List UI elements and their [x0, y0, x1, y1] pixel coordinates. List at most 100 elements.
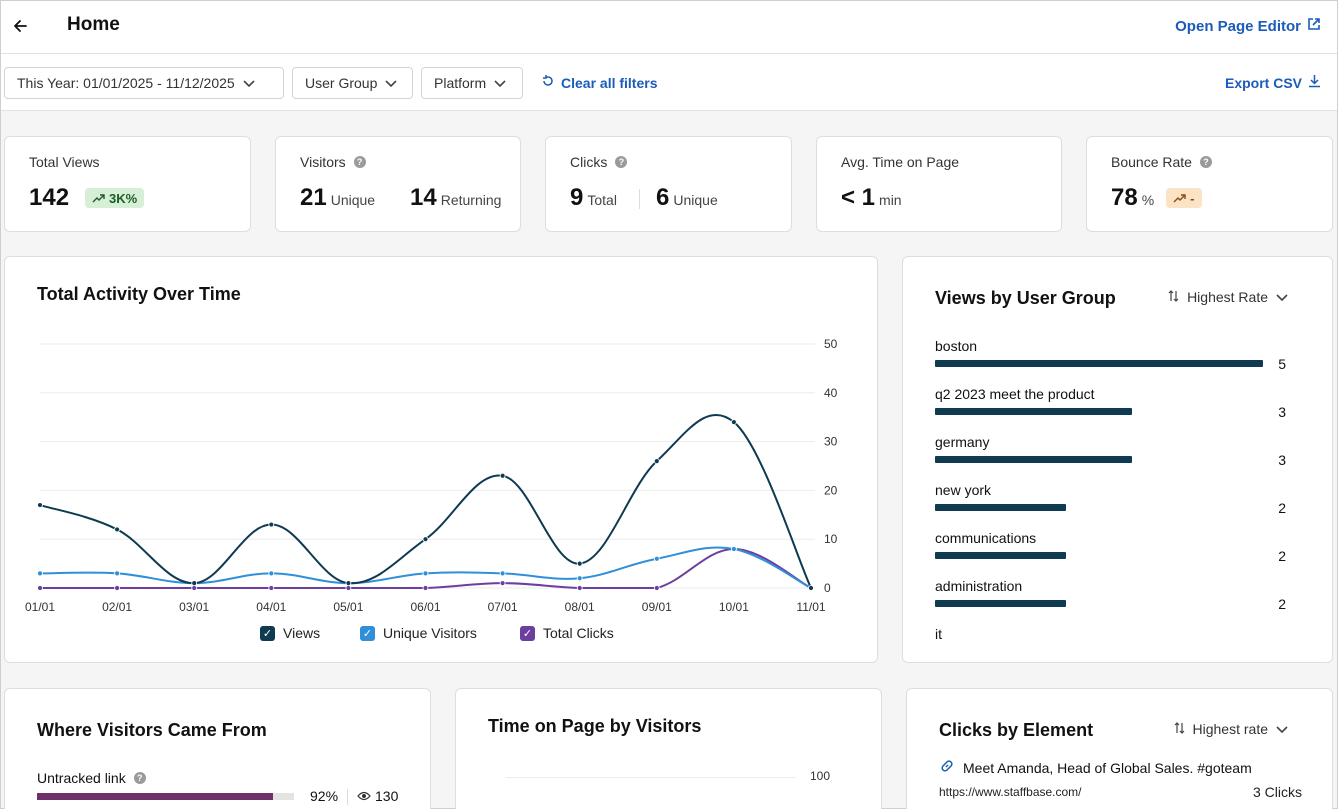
series-line-total-clicks [40, 547, 812, 589]
chevron-down-icon [385, 75, 397, 91]
kpi-avg-time: Avg. Time on Page < 1 min [816, 136, 1062, 232]
checkbox-icon: ✓ [360, 625, 375, 641]
data-point [422, 570, 429, 577]
series-line-views [39, 414, 812, 589]
checkbox-icon: ✓ [260, 625, 275, 641]
kpi-bounce-rate: Bounce Rate ? 78 % - [1086, 136, 1333, 232]
axis-tick-label: 100 [810, 769, 831, 783]
data-point [499, 472, 506, 479]
clear-all-filters-label: Clear all filters [561, 74, 658, 91]
user-group-filter-label: User Group [305, 75, 378, 91]
user-group-label: q2 2023 meet the product [935, 386, 1095, 402]
date-range-filter[interactable]: This Year: 01/01/2025 - 11/12/2025 [4, 67, 284, 99]
data-point [191, 580, 198, 587]
user-group-label: germany [935, 434, 990, 450]
sort-label: Highest rate [1192, 721, 1268, 737]
y-tick-label: 20 [824, 483, 838, 497]
unique-visitors-value: 21 [300, 184, 327, 211]
clicks-by-element-title: Clicks by Element [939, 720, 1094, 740]
x-tick-label: 01/01 [25, 600, 55, 614]
data-point [576, 560, 583, 567]
divider [639, 189, 640, 209]
clicks-label: Clicks [570, 154, 608, 170]
data-point [268, 521, 275, 528]
returning-visitors-unit: Returning [440, 192, 502, 208]
user-group-bar [935, 552, 1066, 559]
back-arrow-icon[interactable] [11, 15, 31, 37]
x-tick-label: 10/01 [719, 600, 749, 614]
chevron-down-icon [243, 75, 255, 91]
user-group-label: administration [935, 578, 1023, 594]
data-point [114, 570, 120, 577]
chevron-down-icon [1276, 289, 1288, 305]
legend-total-clicks[interactable]: ✓ Total Clicks [520, 625, 614, 641]
data-point [653, 585, 660, 591]
data-point [422, 585, 429, 591]
user-group-value: 2 [1278, 548, 1286, 564]
clicks-sort-dropdown[interactable]: Highest rate [1174, 721, 1288, 737]
kpi-label: Visitors ? [300, 154, 366, 170]
clicked-element-row[interactable]: Meet Amanda, Head of Global Sales. #gote… [939, 758, 1252, 777]
legend-views[interactable]: ✓ Views [260, 625, 320, 641]
unique-clicks-unit: Unique [673, 192, 718, 208]
source-bar-track [37, 793, 294, 800]
help-icon[interactable]: ? [615, 156, 628, 168]
y-tick-label: 40 [824, 386, 838, 400]
bounce-rate-label: Bounce Rate [1111, 154, 1192, 170]
bounce-rate-unit: % [1141, 192, 1155, 208]
help-icon[interactable]: ? [133, 772, 146, 784]
returning-visitors-value: 14 [410, 184, 437, 211]
series-line-unique-visitors [39, 546, 812, 589]
data-point [268, 570, 275, 577]
legend-unique-visitors[interactable]: ✓ Unique Visitors [360, 625, 477, 641]
data-point [114, 526, 120, 533]
avg-time-label: Avg. Time on Page [841, 154, 960, 170]
data-point [731, 419, 737, 425]
visitor-sources-card: Where Visitors Came From Untracked link … [4, 688, 431, 809]
data-point [37, 585, 43, 591]
date-range-label: This Year: 01/01/2025 - 11/12/2025 [17, 75, 235, 91]
export-csv-button[interactable]: Export CSV [1225, 74, 1321, 91]
clicked-element-count: 3 Clicks [1252, 784, 1302, 800]
x-tick-label: 06/01 [410, 600, 440, 614]
divider [347, 789, 348, 805]
user-group-label: new york [935, 482, 992, 498]
x-tick-label: 04/01 [256, 600, 286, 614]
x-tick-label: 08/01 [565, 600, 595, 614]
user-group-bar [935, 408, 1132, 415]
kpi-label: Avg. Time on Page [841, 154, 959, 170]
user-group-label: communications [935, 530, 1037, 546]
reset-icon [541, 74, 555, 91]
clicked-element-title: Meet Amanda, Head of Global Sales. #gote… [963, 759, 1252, 776]
trend-badge: 3K% [85, 188, 145, 208]
checkbox-icon: ✓ [520, 625, 535, 641]
source-percent: 92% [310, 788, 339, 804]
platform-filter[interactable]: Platform [421, 67, 523, 99]
user-group-title: Views by User Group [935, 288, 1116, 308]
data-point [499, 580, 506, 587]
trend-value: - [1190, 190, 1195, 206]
user-group-value: 2 [1278, 500, 1286, 516]
open-page-editor-link[interactable]: Open Page Editor [1175, 17, 1321, 35]
source-bar-fill [37, 793, 274, 800]
user-group-bar [935, 600, 1066, 607]
user-group-value: 3 [1278, 404, 1286, 420]
total-clicks-value: 9 [570, 184, 584, 211]
visitors-label: Visitors [300, 154, 346, 170]
x-tick-label: 07/01 [488, 600, 518, 614]
user-group-sort-dropdown[interactable]: Highest Rate [1168, 289, 1288, 305]
data-point [653, 555, 660, 562]
data-point [731, 546, 737, 552]
help-icon[interactable]: ? [1199, 156, 1212, 168]
sort-icon [1174, 721, 1185, 737]
help-icon[interactable]: ? [353, 156, 366, 168]
legend-views-label: Views [283, 625, 321, 641]
user-group-filter[interactable]: User Group [292, 67, 413, 99]
source-views-value: 130 [375, 788, 399, 804]
page-title: Home [67, 14, 120, 35]
kpi-clicks: Clicks ? 9 Total 6 Unique [545, 136, 792, 232]
data-point [422, 536, 429, 543]
source-row-label: Untracked link ? [37, 770, 146, 786]
kpi-label: Clicks ? [570, 154, 628, 170]
clear-all-filters-button[interactable]: Clear all filters [541, 74, 658, 91]
